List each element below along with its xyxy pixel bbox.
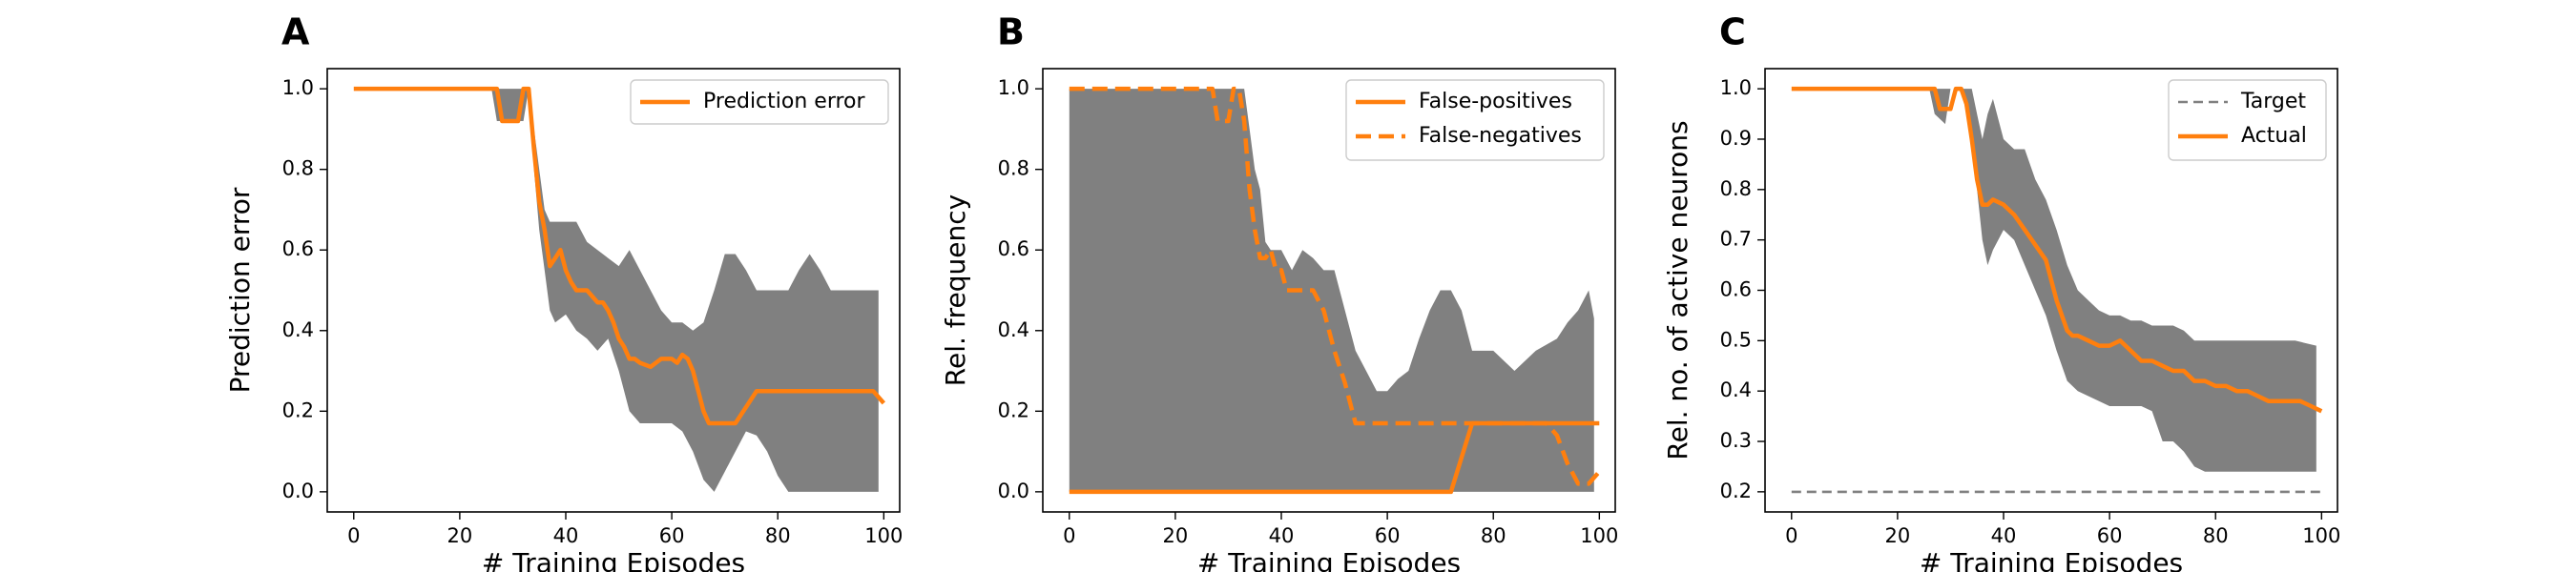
x-tick-label: 100 [864,524,903,547]
x-tick-label: 20 [1885,524,1911,547]
y-tick-label: 0.2 [282,398,314,421]
x-tick-label: 20 [447,524,473,547]
x-tick-label: 60 [659,524,685,547]
series-line-false-negatives [1069,86,1601,486]
y-axis-label: Prediction error [224,187,256,393]
x-tick-label: 100 [1580,524,1618,547]
y-tick-label: 0.4 [282,318,314,341]
x-tick-label: 0 [347,524,360,547]
legend: Target Actual [2168,79,2327,161]
y-tick-label: 1.0 [998,76,1029,99]
x-tick-label: 40 [553,524,579,547]
x-tick-label: 20 [1163,524,1189,547]
plot-area [1069,86,1601,495]
chart-panel-b: B 0 20 40 60 80 100 0.0 0.2 0.4 0.6 0.8 1.0 # Trainin… [940,11,1618,572]
y-tick-label: 1.0 [282,76,314,99]
y-tick-label: 0.6 [282,237,314,260]
series-line-actual [1791,86,2323,414]
std-band [1791,89,2316,472]
y-tick-label: 0.3 [1720,429,1752,452]
y-tick-label: 0.8 [998,157,1029,180]
y-tick-label: 0.9 [1720,127,1752,150]
x-tick-label: 60 [2097,524,2123,547]
x-tick-label: 80 [1481,524,1506,547]
legend-label: Target [2240,90,2306,113]
y-tick-label: 0.0 [282,480,314,502]
y-tick-label: 0.4 [998,318,1029,341]
y-tick-label: 0.4 [1720,378,1752,401]
plot-area [353,86,885,492]
x-tick-label: 0 [1063,524,1075,547]
y-tick-label: 0.2 [1720,480,1752,502]
series-line-prediction-error [353,86,885,426]
legend-box [2168,79,2327,161]
legend-label: Actual [2241,124,2307,148]
panel-letter: A [281,11,310,53]
std-band [1069,89,1594,492]
legend-label: False-negatives [1419,124,1582,148]
axes-frame [1042,68,1616,513]
std-band [353,89,879,492]
y-axis-label: Rel. no. of active neurons [1662,120,1693,460]
legend-box [630,79,889,125]
x-tick-label: 0 [1785,524,1797,547]
legend: False-positives False-negatives [1345,79,1605,161]
y-tick-label: 0.5 [1720,328,1752,351]
legend: Prediction error [630,79,889,125]
y-tick-label: 0.8 [282,157,314,180]
x-axis-label: # Training Episodes [1920,547,2183,572]
y-tick-label: 0.0 [998,480,1029,502]
x-tick-label: 80 [2203,524,2229,547]
chart-panel-a: A 0 20 40 60 80 100 0.0 0.2 0.4 0.6 0.8 1.0 # Trainin… [224,11,903,572]
axes-frame [326,68,901,513]
x-tick-label: 60 [1375,524,1401,547]
y-tick-label: 1.0 [1720,76,1752,99]
y-axis-label: Rel. frequency [940,194,971,386]
y-tick-label: 0.2 [998,398,1029,421]
y-tick-label: 0.7 [1720,228,1752,251]
y-tick-label: 0.6 [1720,278,1752,301]
y-tick-label: 0.6 [998,237,1029,260]
y-tick-label: 0.8 [1720,177,1752,200]
x-tick-label: 40 [1269,524,1295,547]
legend-box [1345,79,1605,161]
panel-letter: C [1719,11,1746,53]
legend-label: False-positives [1419,90,1572,113]
x-axis-label: # Training Episodes [1197,547,1461,572]
x-tick-label: 100 [2302,524,2340,547]
chart-panel-c: C 0 20 40 60 80 100 0.2 0.3 0.4 0.5 0.6 0.7 0.8 0.9 1.0… [1662,11,2340,572]
panel-letter: B [997,11,1025,53]
x-axis-label: # Training Episodes [482,547,745,572]
x-tick-label: 40 [1991,524,2017,547]
plot-area [1791,86,2323,494]
x-tick-label: 80 [765,524,791,547]
legend-label: Prediction error [703,90,865,113]
